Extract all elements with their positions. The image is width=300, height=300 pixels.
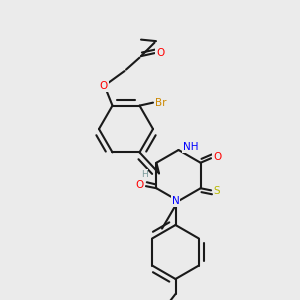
Text: NH: NH [183,142,198,152]
Text: O: O [213,152,221,162]
Text: H: H [141,170,147,179]
Text: O: O [136,180,144,190]
Text: N: N [172,196,179,206]
Text: O: O [156,48,165,58]
Text: S: S [214,186,220,196]
Text: O: O [99,81,108,91]
Text: Br: Br [155,98,166,108]
